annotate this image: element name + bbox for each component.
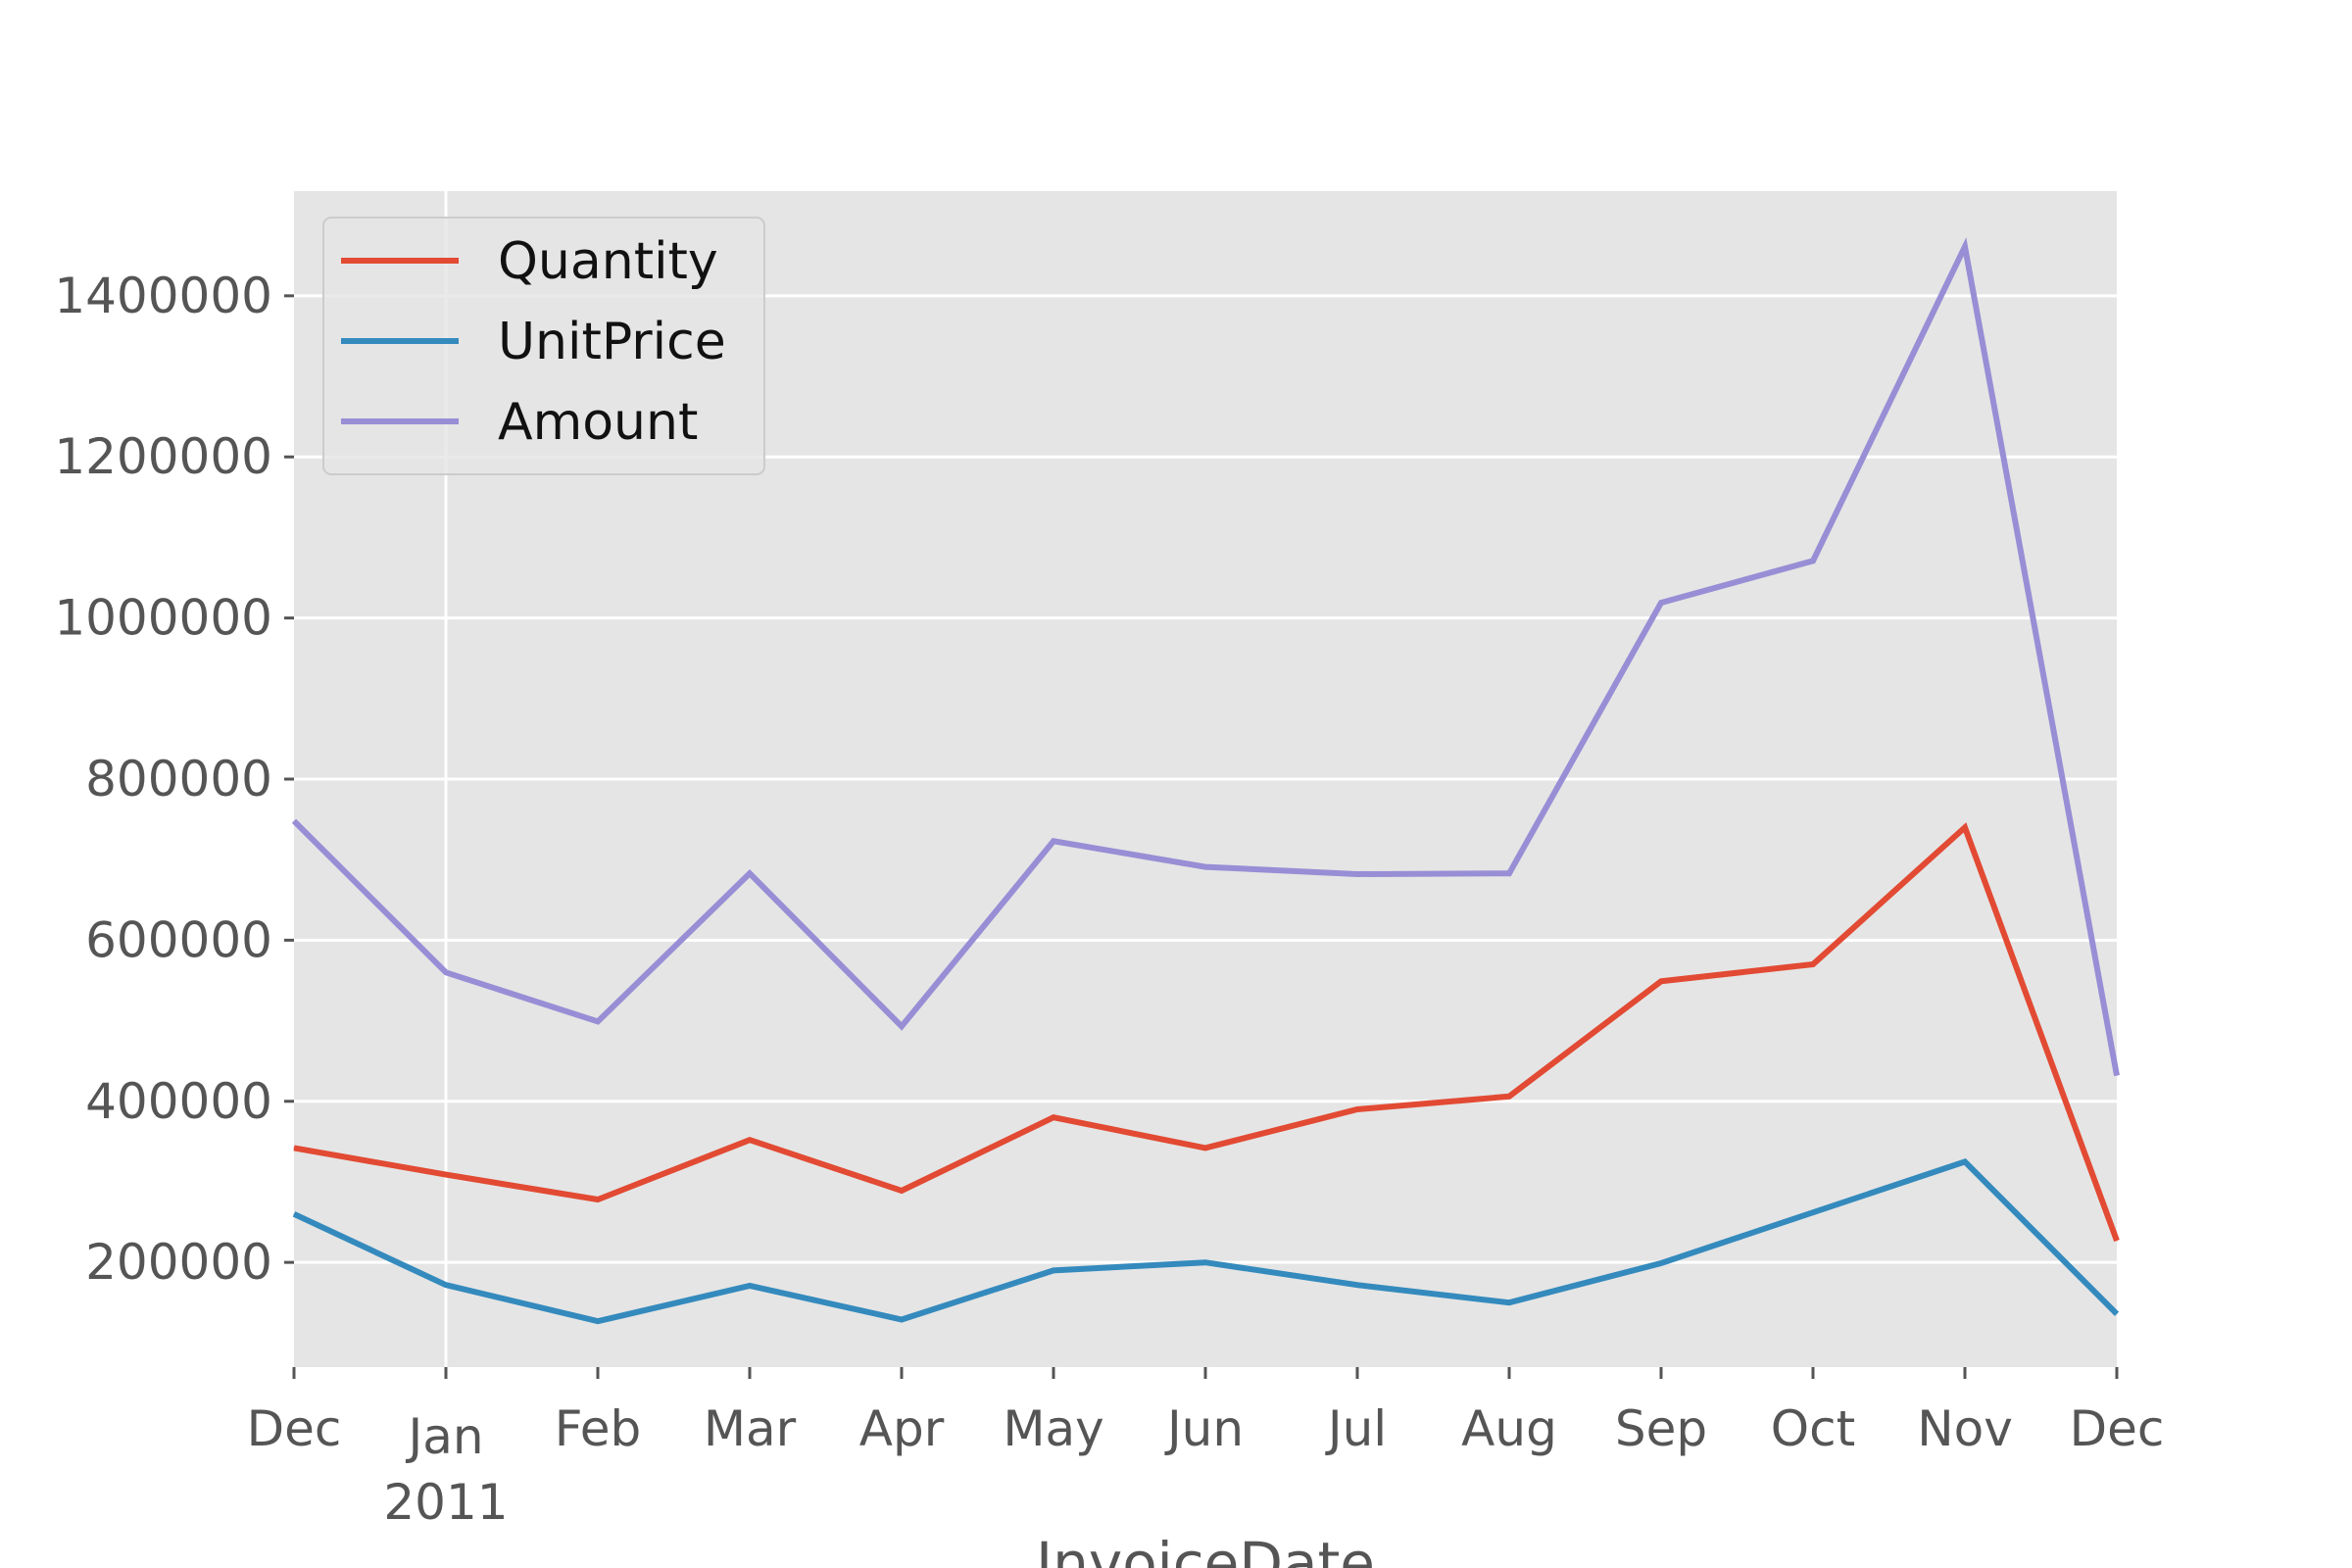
data-point-amount: [1964, 246, 1966, 248]
data-point-unitprice: [597, 1320, 599, 1322]
data-point-unitprice: [1812, 1211, 1814, 1213]
legend-label-quantity: Quantity: [498, 232, 718, 291]
data-point-unitprice: [293, 1213, 295, 1215]
x-tick-label: Jan: [405, 1408, 483, 1465]
data-point-unitprice: [1204, 1261, 1206, 1263]
data-point-amount: [901, 1025, 903, 1027]
x-tick-label: Feb: [555, 1400, 642, 1457]
x-tick-label: Oct: [1771, 1400, 1855, 1457]
data-point-amount: [597, 1020, 599, 1022]
y-tick-label: 400000: [85, 1073, 272, 1130]
data-point-quantity: [1964, 826, 1966, 828]
x-tick-label: Nov: [1917, 1400, 2013, 1457]
y-tick-label: 1000000: [54, 590, 272, 647]
data-point-unitprice: [1660, 1262, 1662, 1264]
legend-box: [322, 217, 765, 475]
legend-label-unitprice: UnitPrice: [498, 313, 726, 371]
legend-label-amount: Amount: [498, 393, 698, 452]
data-point-quantity: [2116, 1240, 2118, 1242]
y-tick-label: 1200000: [54, 428, 272, 485]
data-point-quantity: [1508, 1096, 1510, 1098]
data-point-amount: [749, 872, 751, 874]
x-tick-label: Jun: [1164, 1400, 1244, 1457]
data-point-unitprice: [1508, 1301, 1510, 1303]
x-tick-label: May: [1003, 1400, 1103, 1457]
x-tick-label: Aug: [1461, 1400, 1557, 1457]
data-point-amount: [1204, 866, 1206, 868]
data-point-amount: [293, 820, 295, 822]
legend: Quantity UnitPrice Amount: [322, 217, 765, 475]
data-point-quantity: [901, 1190, 903, 1192]
y-tick-label: 800000: [85, 751, 272, 808]
y-tick-label: 1400000: [54, 268, 272, 324]
data-point-quantity: [1660, 980, 1662, 982]
series-lines: [291, 237, 2120, 1325]
data-point-amount: [1356, 873, 1358, 875]
data-point-unitprice: [2116, 1313, 2118, 1315]
x-tick-year-label: 2011: [383, 1474, 508, 1531]
data-point-unitprice: [445, 1284, 447, 1286]
x-tick-label: Dec: [247, 1400, 342, 1457]
y-tick-label: 600000: [85, 911, 272, 968]
data-point-quantity: [1204, 1147, 1206, 1149]
data-point-amount: [1508, 872, 1510, 874]
data-point-quantity: [1356, 1108, 1358, 1110]
data-point-quantity: [749, 1139, 751, 1141]
data-point-quantity: [293, 1147, 295, 1149]
data-point-unitprice: [1356, 1284, 1358, 1286]
x-tick-label: Apr: [859, 1400, 945, 1457]
axes: 200000 400000 600000 800000 1000000 1200000 14…: [54, 268, 2164, 1531]
x-tick-label: Mar: [704, 1400, 797, 1457]
x-tick-label: Sep: [1615, 1400, 1707, 1457]
data-point-amount: [2116, 1074, 2118, 1076]
x-axis-title: InvoiceDate: [1036, 1530, 1375, 1568]
data-point-unitprice: [1964, 1160, 1966, 1162]
data-point-amount: [1660, 602, 1662, 604]
x-tick-label: Dec: [2070, 1400, 2165, 1457]
data-point-amount: [1812, 560, 1814, 562]
data-point-amount: [445, 971, 447, 973]
data-point-unitprice: [749, 1285, 751, 1287]
data-point-quantity: [1812, 963, 1814, 965]
y-tick-label: 200000: [85, 1234, 272, 1291]
data-point-quantity: [445, 1174, 447, 1176]
data-point-unitprice: [901, 1319, 903, 1321]
x-tick-label: Jul: [1325, 1400, 1387, 1457]
